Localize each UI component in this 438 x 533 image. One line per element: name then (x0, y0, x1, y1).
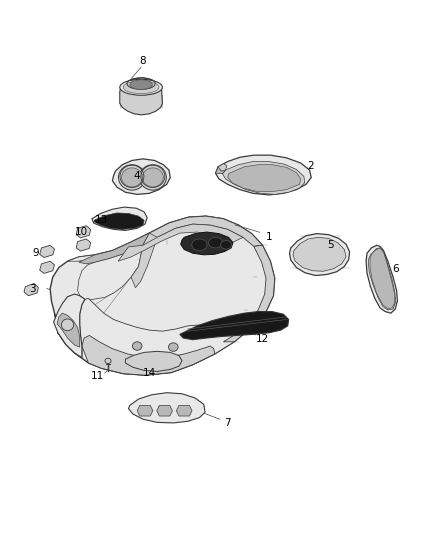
Polygon shape (118, 224, 243, 261)
Ellipse shape (142, 168, 163, 187)
Polygon shape (143, 216, 262, 246)
Polygon shape (53, 294, 85, 358)
Ellipse shape (118, 165, 145, 190)
Text: 1: 1 (266, 232, 272, 243)
Polygon shape (368, 248, 396, 310)
Text: 7: 7 (224, 418, 231, 428)
Text: 13: 13 (95, 215, 108, 225)
Text: 3: 3 (29, 284, 36, 294)
Text: 11: 11 (91, 372, 104, 381)
Polygon shape (125, 351, 182, 372)
Polygon shape (80, 298, 234, 375)
Polygon shape (215, 167, 226, 174)
Polygon shape (113, 159, 170, 195)
Text: 2: 2 (307, 161, 314, 171)
Ellipse shape (105, 358, 111, 364)
Ellipse shape (139, 165, 166, 190)
Polygon shape (137, 406, 153, 416)
Polygon shape (131, 233, 157, 288)
Text: 8: 8 (140, 56, 146, 66)
Ellipse shape (192, 239, 207, 251)
Ellipse shape (208, 237, 223, 248)
Polygon shape (82, 335, 215, 375)
Polygon shape (228, 165, 301, 192)
Polygon shape (40, 245, 54, 257)
Polygon shape (57, 313, 80, 347)
Text: 5: 5 (327, 240, 334, 251)
Polygon shape (78, 245, 143, 300)
Ellipse shape (220, 240, 231, 249)
Polygon shape (120, 78, 162, 115)
Text: 14: 14 (143, 368, 156, 377)
Text: 4: 4 (133, 172, 140, 181)
Text: 12: 12 (256, 334, 269, 344)
Polygon shape (370, 248, 395, 309)
Polygon shape (366, 245, 397, 313)
Polygon shape (223, 161, 305, 195)
Ellipse shape (130, 80, 152, 90)
Ellipse shape (61, 319, 74, 330)
Polygon shape (128, 393, 205, 423)
Polygon shape (92, 207, 147, 230)
Text: 9: 9 (32, 248, 39, 259)
Polygon shape (24, 284, 39, 296)
Polygon shape (76, 239, 91, 251)
Polygon shape (94, 213, 144, 229)
Polygon shape (218, 164, 227, 171)
Ellipse shape (132, 342, 142, 350)
Text: 6: 6 (392, 264, 399, 274)
Polygon shape (79, 233, 149, 264)
Polygon shape (54, 313, 82, 358)
Ellipse shape (120, 79, 162, 95)
Polygon shape (181, 232, 233, 255)
Ellipse shape (121, 168, 142, 187)
Polygon shape (293, 237, 346, 271)
Polygon shape (290, 233, 350, 276)
Polygon shape (76, 225, 91, 238)
Polygon shape (157, 406, 173, 416)
Polygon shape (215, 155, 311, 195)
Polygon shape (67, 216, 239, 261)
Text: 10: 10 (74, 227, 88, 237)
Ellipse shape (123, 81, 159, 94)
Polygon shape (223, 245, 275, 342)
Ellipse shape (169, 343, 178, 351)
Polygon shape (40, 261, 54, 273)
Polygon shape (180, 312, 289, 340)
Polygon shape (177, 406, 192, 416)
Polygon shape (50, 216, 275, 375)
